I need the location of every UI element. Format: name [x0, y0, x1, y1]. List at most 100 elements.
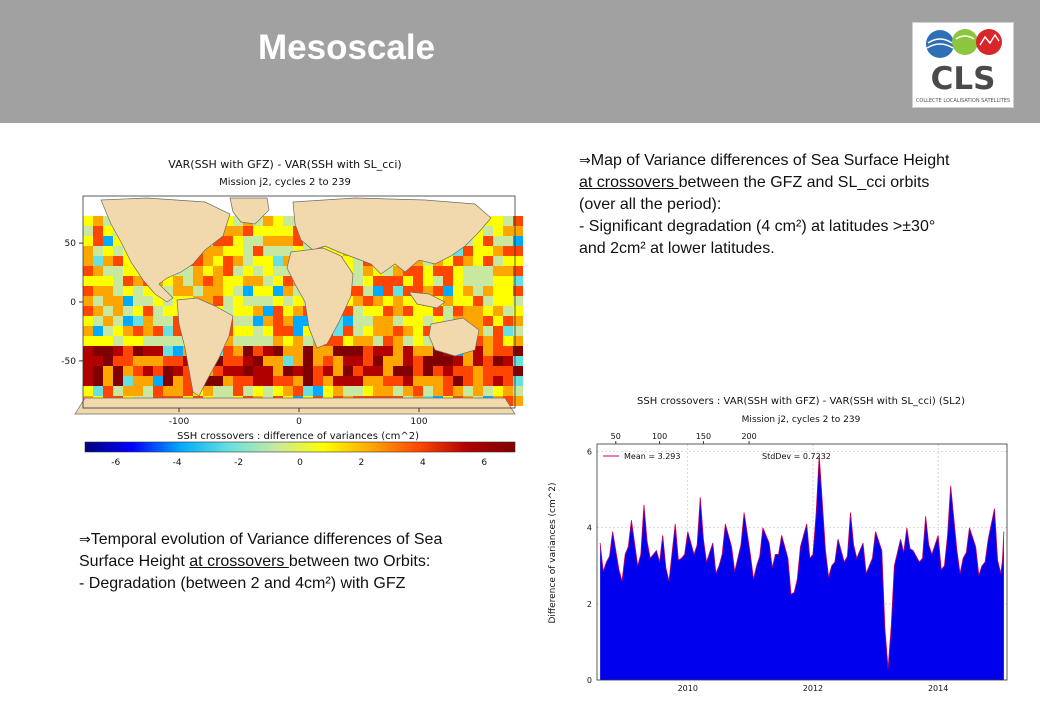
- map-cell: [373, 326, 383, 336]
- map-cell: [383, 366, 393, 376]
- map-cell: [133, 286, 143, 296]
- map-cell: [173, 326, 183, 336]
- map-cell: [233, 306, 243, 316]
- map-cell: [183, 286, 193, 296]
- map-cell: [273, 216, 283, 226]
- map-cell: [123, 346, 133, 356]
- map-cell: [183, 266, 193, 276]
- map-axes: -100 0 100 50 0 -50: [61, 195, 516, 427]
- map-cell: [283, 356, 293, 366]
- map-cell: [103, 316, 113, 326]
- map-cell: [433, 356, 443, 366]
- map-cell: [493, 236, 503, 246]
- timeseries-plot: 0 2 4 6 2010 2012 2014 50 100 150 200 Mean = 3.293 S…: [587, 432, 1008, 693]
- map-cell: [143, 366, 153, 376]
- map-cell: [443, 306, 453, 316]
- logo-green-globe: [952, 29, 978, 55]
- map-cell: [483, 266, 493, 276]
- map-cell: [443, 296, 453, 306]
- map-cell: [173, 366, 183, 376]
- map-cell: [133, 336, 143, 346]
- map-cell: [213, 386, 223, 396]
- timeseries-y-tick-label: 4: [587, 524, 592, 533]
- australia-land: [428, 317, 480, 357]
- map-cell: [413, 316, 423, 326]
- map-cell: [233, 316, 243, 326]
- text-line: Temporal evolution of Variance differenc…: [90, 531, 443, 548]
- map-cell: [333, 336, 343, 346]
- map-cell: [233, 216, 243, 226]
- map-title: VAR(SSH with GFZ) - VAR(SSH with SL_cci): [168, 158, 401, 171]
- map-cell: [503, 296, 513, 306]
- map-cell: [353, 336, 363, 346]
- map-cell: [233, 326, 243, 336]
- map-cell: [373, 376, 383, 386]
- map-cell: [243, 266, 253, 276]
- map-cell: [293, 306, 303, 316]
- map-cell: [513, 286, 523, 296]
- map-cell: [253, 336, 263, 346]
- map-cell: [253, 306, 263, 316]
- map-cell: [373, 286, 383, 296]
- map-cell: [423, 366, 433, 376]
- map-cell: [423, 276, 433, 286]
- map-cell: [293, 366, 303, 376]
- map-cell: [383, 386, 393, 396]
- map-cell: [283, 366, 293, 376]
- map-cell: [463, 316, 473, 326]
- map-cell: [283, 216, 293, 226]
- map-cell: [93, 296, 103, 306]
- map-cell: [473, 256, 483, 266]
- map-cell: [273, 296, 283, 306]
- map-cell: [93, 246, 103, 256]
- map-cell: [373, 296, 383, 306]
- map-cell: [233, 356, 243, 366]
- map-cell: [343, 366, 353, 376]
- map-cell: [393, 376, 403, 386]
- map-cell: [213, 236, 223, 246]
- map-cell: [453, 386, 463, 396]
- map-cell: [123, 296, 133, 306]
- map-cell: [83, 386, 93, 396]
- map-subtitle: Mission j2, cycles 2 to 239: [219, 177, 351, 188]
- map-cell: [173, 346, 183, 356]
- map-cell: [233, 246, 243, 256]
- map-cell: [483, 386, 493, 396]
- map-cell: [263, 216, 273, 226]
- map-cell: [403, 336, 413, 346]
- map-cell: [263, 376, 273, 386]
- map-cell: [273, 276, 283, 286]
- map-cell: [503, 226, 513, 236]
- map-cell: [353, 326, 363, 336]
- timeseries-frame: [596, 443, 1008, 681]
- map-cell: [413, 276, 423, 286]
- map-cell: [213, 286, 223, 296]
- map-y-tick-label: 0: [70, 298, 76, 308]
- map-cell: [473, 376, 483, 386]
- map-cell: [173, 276, 183, 286]
- map-cell: [103, 236, 113, 246]
- map-cell: [233, 226, 243, 236]
- map-cell: [243, 336, 253, 346]
- map-cell: [113, 386, 123, 396]
- map-cell: [363, 306, 373, 316]
- map-cell: [503, 326, 513, 336]
- map-cell: [503, 236, 513, 246]
- map-cell: [193, 266, 203, 276]
- text-line: and 2cm² at lower latitudes.: [579, 240, 775, 257]
- map-cell: [103, 346, 113, 356]
- map-cell: [83, 366, 93, 376]
- map-cell: [93, 256, 103, 266]
- map-cell: [483, 326, 493, 336]
- map-cell: [163, 376, 173, 386]
- map-cell: [483, 366, 493, 376]
- map-cell: [93, 346, 103, 356]
- colorbar-tick-label: -4: [173, 458, 182, 468]
- map-cell: [483, 306, 493, 316]
- map-cell: [373, 356, 383, 366]
- map-cell: [103, 326, 113, 336]
- map-cell: [223, 276, 233, 286]
- map-cell: [383, 326, 393, 336]
- map-cell: [113, 306, 123, 316]
- map-cell: [93, 236, 103, 246]
